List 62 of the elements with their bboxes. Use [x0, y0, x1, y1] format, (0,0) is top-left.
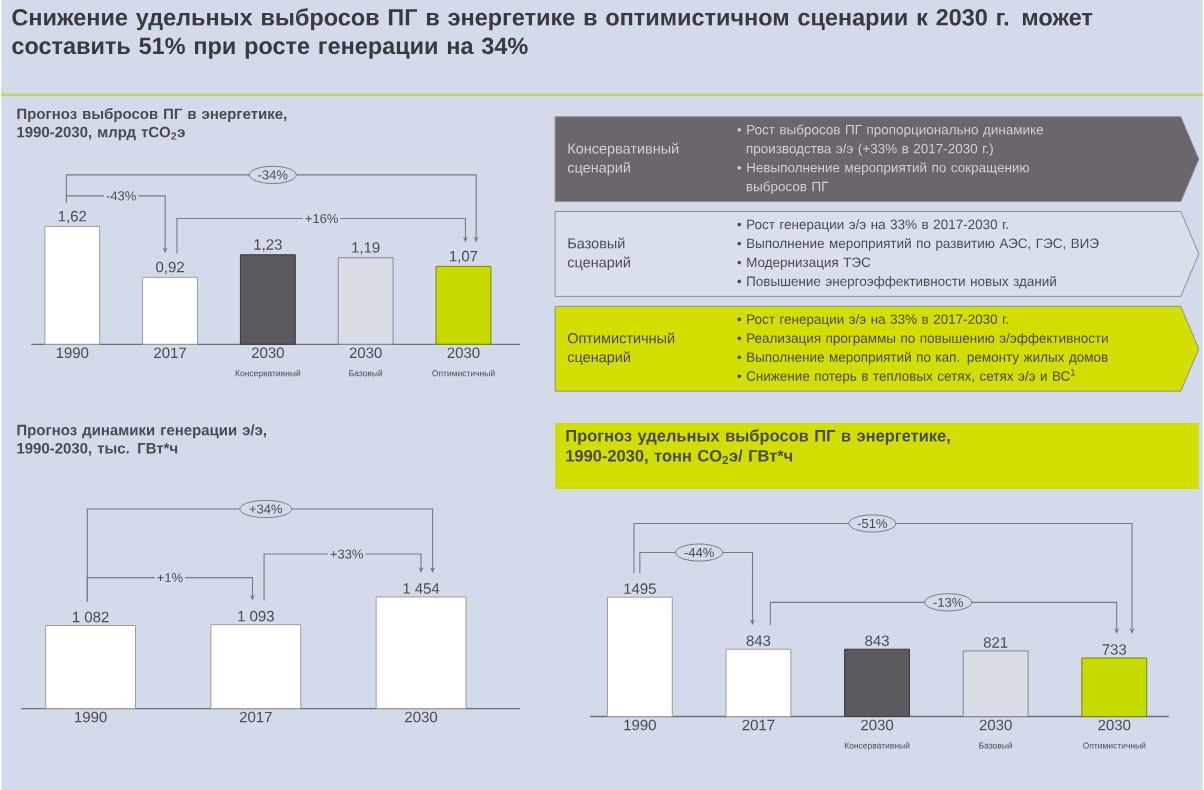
- text: Консервативный сценарий: [567, 142, 679, 176]
- bar: [606, 596, 673, 717]
- data-label: 821: [983, 637, 1008, 648]
- data-label: 733: [1102, 644, 1127, 655]
- data-label: 843: [865, 635, 889, 646]
- annotation: -13%: [933, 597, 963, 607]
- x-tick-label: 2030 Базовый: [979, 719, 1013, 749]
- x-tick-label: 2030: [405, 711, 438, 723]
- bar: [337, 257, 394, 345]
- data-label: 1,07: [450, 250, 478, 264]
- text: -34%: [258, 170, 288, 180]
- x-tick-label: 2030 Оптимистичный: [1083, 719, 1146, 749]
- text: +34%: [249, 504, 283, 514]
- data-label: 0,92: [156, 261, 184, 274]
- text: • Рост генерации э/э на 33% в 2017-2030 г.: [737, 313, 1008, 327]
- data-label: 1 454: [403, 583, 440, 594]
- chart-title: Прогноз динамики генерации э/э, 1990-2030, тыс. ГВт*ч: [17, 424, 267, 456]
- chart-title: Прогноз выбросов ПГ в энергетике, 1990-2030, млрд тCO$_{2}$э: [17, 107, 287, 141]
- text: • Снижение потерь в тепловых сетях, сетях э/э и ВС$^{1}$: [737, 368, 1076, 384]
- text: • Выполнение мероприятий по развитию АЭС, ГЭС, ВИЭ: [737, 237, 1099, 251]
- text: +1%: [157, 572, 183, 583]
- data-label: 843: [746, 635, 771, 646]
- x-tick-label: 2017: [742, 719, 775, 731]
- text: -44%: [684, 547, 714, 557]
- bar: [239, 254, 296, 345]
- x-tick-label: 1990: [56, 347, 89, 358]
- text: Базовый сценарий: [567, 237, 630, 271]
- text: • Модернизация ТЭС: [737, 257, 871, 270]
- x-tick-label: 1990: [75, 711, 107, 723]
- text: • Невыполнение мероприятий по сокращению выбросов ПГ: [737, 162, 1029, 194]
- data-label: 1,19: [352, 241, 380, 255]
- data-label: 1 093: [238, 610, 274, 622]
- text: • Рост генерации э/э на 33% в 2017-2030 г.: [737, 219, 1008, 232]
- data-label: 1,23: [254, 239, 282, 252]
- bar: [962, 650, 1029, 717]
- x-tick-label: 2030 Базовый: [349, 347, 383, 377]
- text: • Рост выбросов ПГ пропорционально динамике производства э/э (+33% в 2017-2030 г.): [737, 124, 1044, 156]
- text: • Реализация программы по повышению э/эффективности: [737, 332, 1108, 346]
- bar: [725, 648, 792, 717]
- bar: [142, 276, 198, 345]
- x-tick-label: 2017: [154, 347, 186, 358]
- bar: [435, 265, 492, 345]
- data-label: 1 082: [73, 611, 109, 623]
- data-label: 1,62: [58, 210, 87, 224]
- data-label: 1495: [624, 583, 656, 594]
- bar: [1081, 657, 1148, 717]
- x-tick-label: 2030 Оптимистичный: [432, 347, 495, 377]
- text: -43%: [106, 191, 136, 201]
- text: • Выполнение мероприятий по кап. ремонту жилых домов: [737, 351, 1108, 365]
- x-tick-label: 1990: [624, 719, 656, 731]
- text: +33%: [330, 549, 364, 559]
- text: Снижение удельных выбросов ПГ в энергетике в оптимистичном сценарии к 2030 г. может составить 51% при росте генерации на 34%: [12, 8, 1093, 59]
- bar: [44, 225, 101, 345]
- x-tick-label: 2030 Консервативный: [844, 719, 910, 750]
- x-tick-label: 2017: [239, 711, 272, 723]
- text: -51%: [857, 518, 887, 528]
- text: Оптимистичный сценарий: [567, 332, 675, 365]
- text: • Повышение энергоэффективности новых зданий: [737, 275, 1056, 289]
- bar: [844, 648, 910, 717]
- text: +16%: [305, 213, 338, 223]
- x-tick-label: 2030 Консервативный: [235, 347, 301, 378]
- chart-title: Прогноз удельных выбросов ПГ в энергетике, 1990-2030, тонн CO$_{2}$э/ ГВт*ч: [566, 429, 950, 464]
